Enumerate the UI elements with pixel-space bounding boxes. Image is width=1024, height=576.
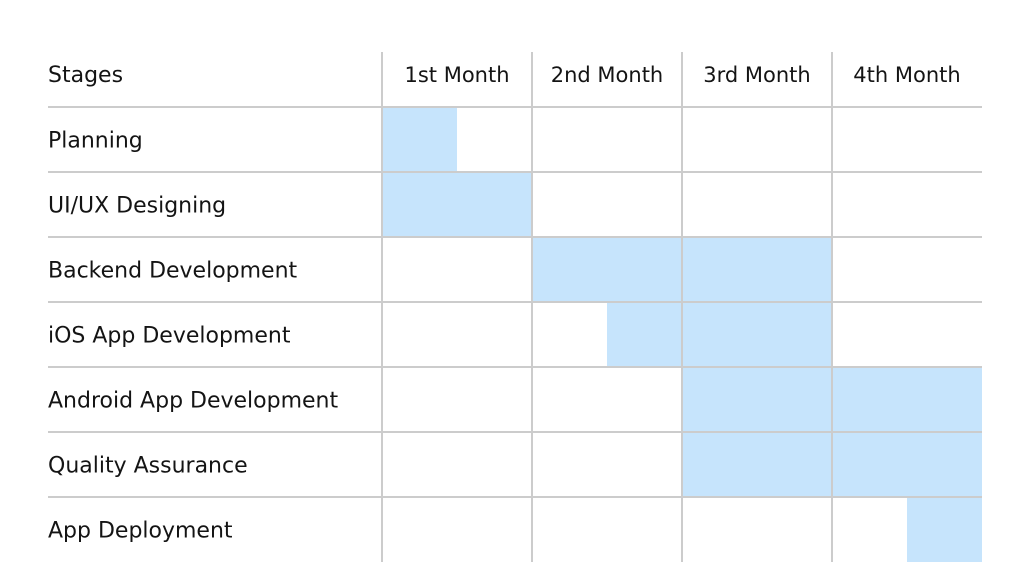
stage-label: App Deployment xyxy=(48,519,233,544)
stage-label: Quality Assurance xyxy=(48,454,248,479)
stage-label: Android App Development xyxy=(48,389,338,414)
month-label-2: 2nd Month xyxy=(551,63,664,87)
gantt-bar xyxy=(607,302,832,367)
stage-label: Planning xyxy=(48,129,143,154)
grid-layer xyxy=(48,52,982,562)
labels-layer: Stages 1st Month 2nd Month 3rd Month 4th Mo… xyxy=(48,63,961,544)
month-label-3: 3rd Month xyxy=(703,63,810,87)
gantt-bar xyxy=(382,107,457,172)
gantt-bar xyxy=(907,497,982,562)
stage-label: iOS App Development xyxy=(48,324,291,349)
stage-label: UI/UX Designing xyxy=(48,194,226,219)
stage-label: Backend Development xyxy=(48,259,298,284)
gantt-bar xyxy=(382,172,532,237)
month-label-1: 1st Month xyxy=(404,63,509,87)
month-label-4: 4th Month xyxy=(853,63,960,87)
stages-header-label: Stages xyxy=(48,63,123,88)
